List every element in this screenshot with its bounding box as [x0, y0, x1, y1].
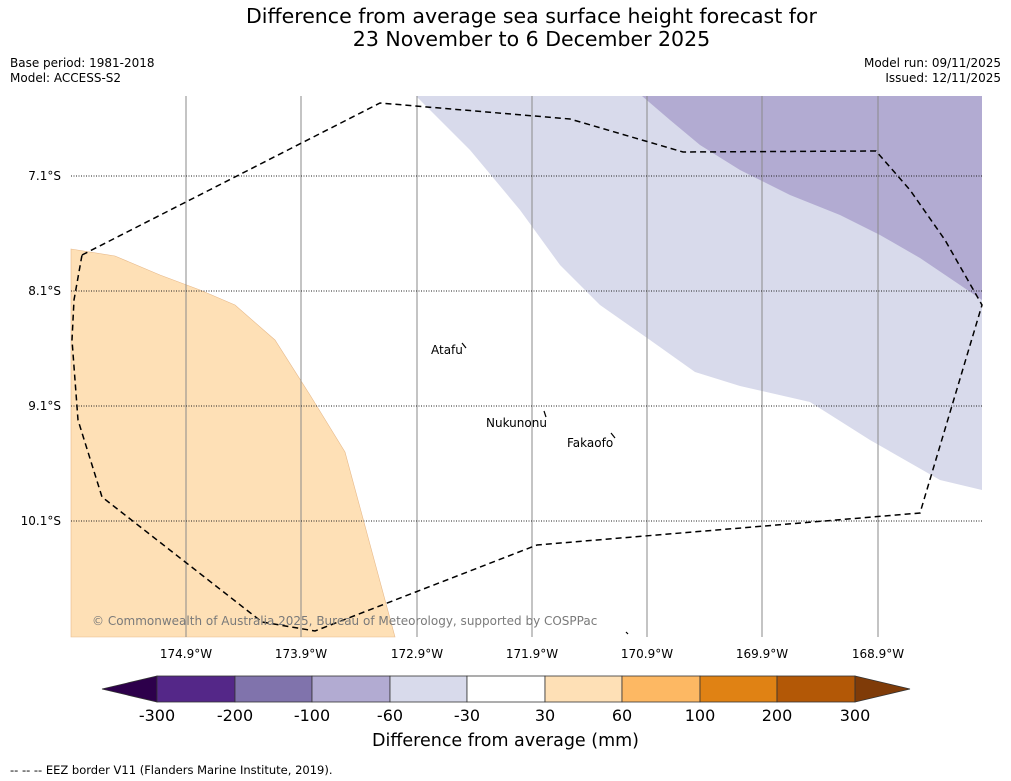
lon-label: 168.9°W	[851, 647, 905, 661]
lon-label: 174.9°W	[159, 647, 213, 661]
colorbar-bin	[776, 675, 856, 703]
chart-title: Difference from average sea surface heig…	[0, 5, 1011, 51]
colorbar-bin	[311, 675, 391, 703]
nukunonu-island-shape	[543, 410, 547, 418]
colorbar-bin	[389, 675, 468, 703]
colorbar-tick: -60	[376, 706, 404, 725]
eez-legend-footnote: -- -- -- EEZ border V11 (Flanders Marine…	[10, 763, 333, 777]
small-island-shape	[625, 631, 629, 635]
colorbar-label: Difference from average (mm)	[371, 731, 640, 751]
colorbar-bin	[156, 675, 236, 703]
colorbar-tick: 300	[839, 706, 871, 725]
colorbar-extension-max	[854, 675, 911, 703]
lat-label: 7.1°S	[28, 169, 61, 183]
colorbar-tick: -30	[453, 706, 481, 725]
colorbar-tick: -300	[138, 706, 176, 725]
title-line-1: Difference from average sea surface heig…	[246, 4, 817, 28]
lon-label: 171.9°W	[505, 647, 559, 661]
lon-label: 172.9°W	[390, 647, 444, 661]
lon-label: 169.9°W	[735, 647, 789, 661]
colorbar-tick: 200	[761, 706, 793, 725]
lon-label: 170.9°W	[620, 647, 674, 661]
colorbar-bin	[234, 675, 313, 703]
colorbar-tick: -200	[216, 706, 254, 725]
colorbar-bin	[466, 675, 546, 703]
colorbar-tick: 30	[534, 706, 556, 725]
anomaly-region-light-orange	[70, 248, 396, 638]
colorbar-bin	[544, 675, 623, 703]
base-period: Base period: 1981-2018	[10, 56, 155, 70]
title-line-2: 23 November to 6 December 2025	[352, 27, 711, 51]
lon-label: 173.9°W	[274, 647, 328, 661]
colorbar-tick: 60	[611, 706, 633, 725]
place-label-atafu: Atafu	[431, 343, 463, 357]
lat-label: 8.1°S	[28, 284, 61, 298]
copyright-notice: © Commonwealth of Australia 2025, Bureau…	[92, 614, 598, 628]
meta-right: Model run: 09/11/2025 Issued: 12/11/2025	[864, 56, 1001, 86]
anomaly-region-mid-purple	[642, 96, 982, 300]
colorbar-tick: 100	[684, 706, 716, 725]
model-run: Model run: 09/11/2025	[863, 56, 1001, 70]
lat-label: 10.1°S	[20, 514, 61, 528]
parallel-lines	[71, 175, 982, 522]
lat-label: 9.1°S	[28, 399, 61, 413]
atafu-island-shape	[461, 342, 467, 349]
place-label-nukunonu: Nukunonu	[486, 416, 547, 430]
place-label-fakaofo: Fakaofo	[567, 436, 614, 450]
eez-border	[71, 102, 983, 632]
colorbar-bin	[621, 675, 701, 703]
colorbar	[101, 675, 911, 703]
issued-date: Issued: 12/11/2025	[885, 71, 1001, 85]
colorbar-bin	[699, 675, 778, 703]
colorbar-extension-min	[101, 675, 158, 703]
fakaofo-island-shape	[610, 432, 616, 439]
model-name: Model: ACCESS-S2	[10, 71, 122, 85]
colorbar-tick: -100	[293, 706, 331, 725]
meta-left: Base period: 1981-2018 Model: ACCESS-S2	[10, 56, 155, 86]
